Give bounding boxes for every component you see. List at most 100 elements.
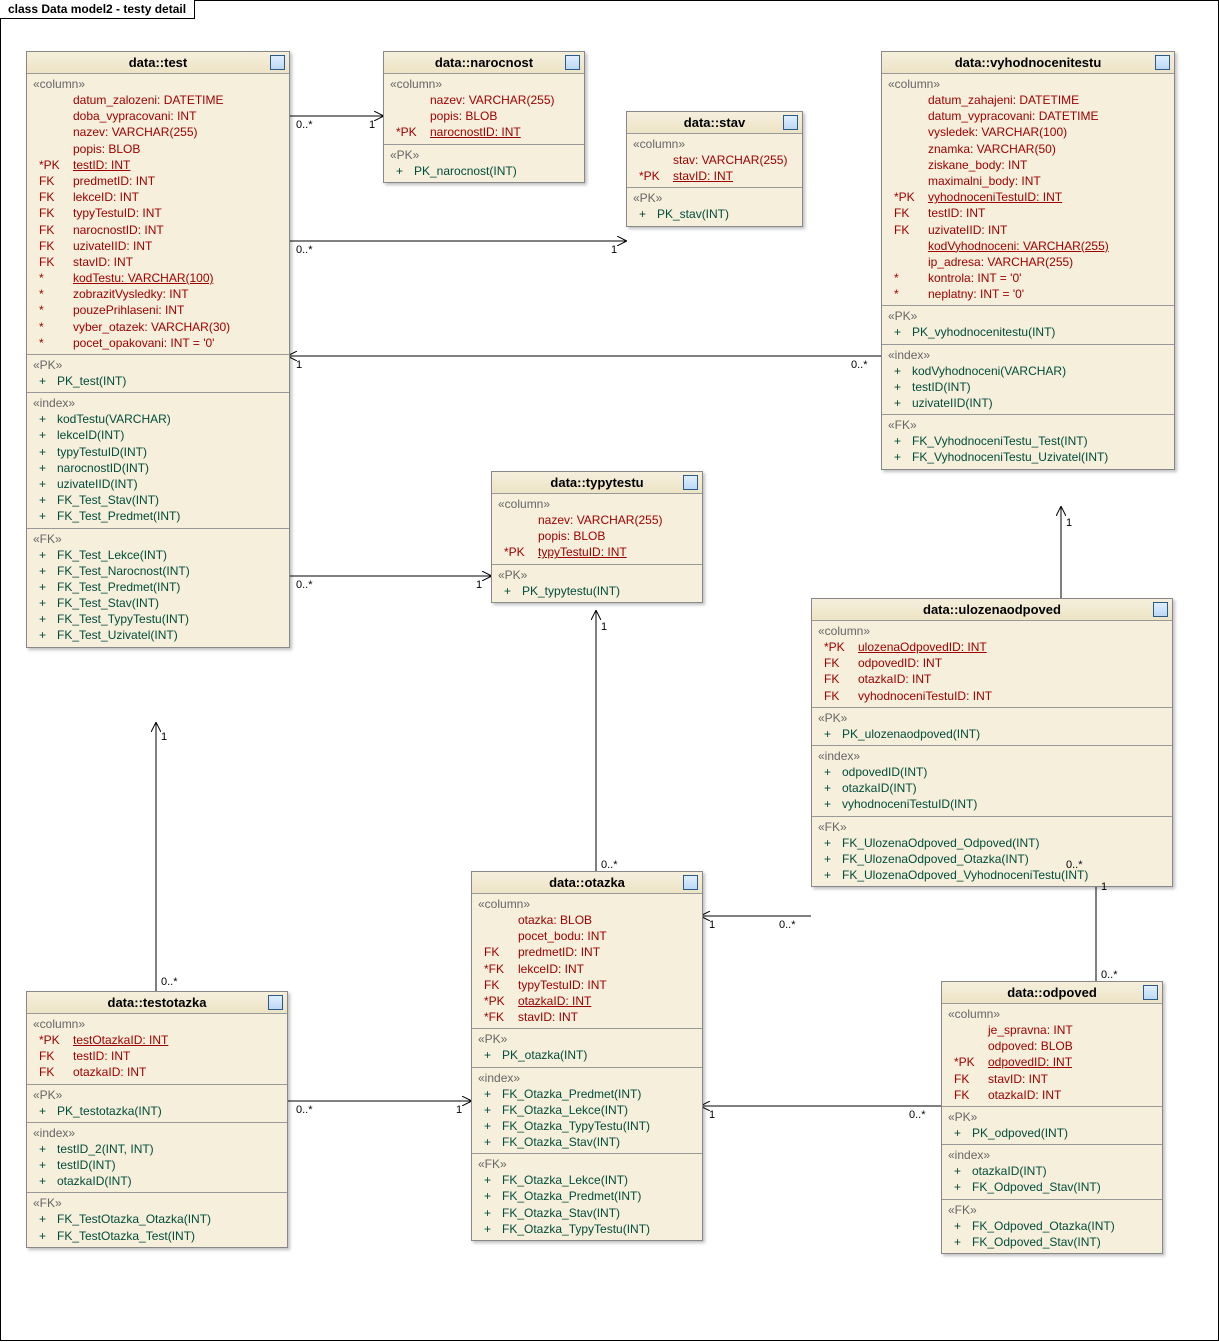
- index-compartment: «index»+kodTestu(VARCHAR)+lekceID(INT)+t…: [27, 393, 289, 528]
- column-row: FKpredmetID: INT: [31, 173, 285, 189]
- operation-row: +PK_narocnost(INT): [388, 163, 580, 179]
- column-row: *PKnarocnostID: INT: [388, 124, 580, 140]
- column-row: *PKvyhodnoceniTestuID: INT: [886, 189, 1170, 205]
- multiplicity-label: 0..*: [779, 919, 796, 931]
- class-header: data::vyhodnocenitestu: [882, 52, 1174, 74]
- operation-row: +testID(INT): [31, 1157, 283, 1173]
- fk-compartment: «FK»+FK_Otazka_Lekce(INT)+FK_Otazka_Pred…: [472, 1154, 702, 1240]
- columns-compartment: «column»nazev: VARCHAR(255)popis: BLOB*P…: [492, 494, 702, 565]
- multiplicity-label: 0..*: [296, 1104, 313, 1116]
- column-row: *PKtypyTestuID: INT: [496, 544, 698, 560]
- class-vyhodnocenitestu: data::vyhodnocenitestu«column»datum_zaha…: [881, 51, 1175, 470]
- class-header: data::testotazka: [27, 992, 287, 1014]
- pk-compartment: «PK»+PK_otazka(INT): [472, 1029, 702, 1067]
- class-otazka: data::otazka«column»otazka: BLOBpocet_bo…: [471, 871, 703, 1241]
- multiplicity-label: 0..*: [909, 1109, 926, 1121]
- class-header: data::typytestu: [492, 472, 702, 494]
- pk-compartment: «PK»+PK_typytestu(INT): [492, 565, 702, 602]
- multiplicity-label: 0..*: [601, 859, 618, 871]
- column-row: otazka: BLOB: [476, 912, 698, 928]
- fk-compartment: «FK»+FK_Test_Lekce(INT)+FK_Test_Narocnos…: [27, 529, 289, 647]
- column-row: popis: BLOB: [496, 528, 698, 544]
- operation-row: +otazkaID(INT): [816, 780, 1168, 796]
- column-row: doba_vypracovani: INT: [31, 108, 285, 124]
- class-header: data::test: [27, 52, 289, 74]
- operation-row: +PK_vyhodnocenitestu(INT): [886, 324, 1170, 340]
- column-row: *PKstavID: INT: [631, 168, 798, 184]
- fk-compartment: «FK»+FK_UlozenaOdpoved_Odpoved(INT)+FK_U…: [812, 817, 1172, 887]
- pk-compartment: «PK»+PK_odpoved(INT): [942, 1107, 1162, 1145]
- index-compartment: «index»+kodVyhodnoceni(VARCHAR)+testID(I…: [882, 345, 1174, 416]
- operation-row: +FK_Test_Stav(INT): [31, 595, 285, 611]
- class-icon: [270, 55, 285, 70]
- operation-row: +FK_Test_Stav(INT): [31, 492, 285, 508]
- multiplicity-label: 0..*: [1066, 859, 1083, 871]
- multiplicity-label: 0..*: [851, 359, 868, 371]
- columns-compartment: «column»nazev: VARCHAR(255)popis: BLOB*P…: [384, 74, 584, 145]
- column-row: kodVyhodnoceni: VARCHAR(255): [886, 238, 1170, 254]
- class-icon: [683, 475, 698, 490]
- operation-row: +FK_TestOtazka_Otazka(INT): [31, 1211, 283, 1227]
- operation-row: +testID(INT): [886, 379, 1170, 395]
- class-testotazka: data::testotazka«column»*PKtestOtazkaID:…: [26, 991, 288, 1248]
- operation-row: +PK_otazka(INT): [476, 1047, 698, 1063]
- column-row: popis: BLOB: [388, 108, 580, 124]
- fk-compartment: «FK»+FK_TestOtazka_Otazka(INT)+FK_TestOt…: [27, 1193, 287, 1246]
- column-row: *PKtestOtazkaID: INT: [31, 1032, 283, 1048]
- columns-compartment: «column»*PKulozenaOdpovedID: INTFKodpove…: [812, 621, 1172, 708]
- column-row: FKstavID: INT: [31, 254, 285, 270]
- column-row: ziskane_body: INT: [886, 157, 1170, 173]
- class-icon: [683, 875, 698, 890]
- class-header: data::odpoved: [942, 982, 1162, 1004]
- class-stav: data::stav«column»stav: VARCHAR(255)*PKs…: [626, 111, 803, 227]
- column-row: FKtestID: INT: [31, 1048, 283, 1064]
- multiplicity-label: 0..*: [296, 244, 313, 256]
- class-typytestu: data::typytestu«column»nazev: VARCHAR(25…: [491, 471, 703, 603]
- pk-compartment: «PK»+PK_ulozenaodpoved(INT): [812, 708, 1172, 746]
- class-icon: [565, 55, 580, 70]
- column-row: FKotazkaID: INT: [816, 671, 1168, 687]
- column-row: vysledek: VARCHAR(100): [886, 124, 1170, 140]
- operation-row: +FK_UlozenaOdpoved_Otazka(INT): [816, 851, 1168, 867]
- class-header: data::narocnost: [384, 52, 584, 74]
- columns-compartment: «column»datum_zahajeni: DATETIMEdatum_vy…: [882, 74, 1174, 306]
- operation-row: +FK_Odpoved_Stav(INT): [946, 1179, 1158, 1195]
- column-row: *PKotazkaID: INT: [476, 993, 698, 1009]
- column-row: FKotazkaID: INT: [31, 1064, 283, 1080]
- operation-row: +narocnostID(INT): [31, 460, 285, 476]
- multiplicity-label: 1: [161, 731, 167, 743]
- class-odpoved: data::odpoved«column»je_spravna: INTodpo…: [941, 981, 1163, 1254]
- multiplicity-label: 0..*: [1101, 969, 1118, 981]
- operation-row: +FK_Otazka_Stav(INT): [476, 1134, 698, 1150]
- multiplicity-label: 1: [369, 119, 375, 131]
- column-row: FKpredmetID: INT: [476, 944, 698, 960]
- operation-row: +FK_TestOtazka_Test(INT): [31, 1228, 283, 1244]
- operation-row: +FK_Otazka_TypyTestu(INT): [476, 1118, 698, 1134]
- column-row: datum_zalozeni: DATETIME: [31, 92, 285, 108]
- index-compartment: «index»+otazkaID(INT)+FK_Odpoved_Stav(IN…: [942, 1145, 1162, 1199]
- operation-row: +PK_stav(INT): [631, 206, 798, 222]
- columns-compartment: «column»stav: VARCHAR(255)*PKstavID: INT: [627, 134, 802, 188]
- columns-compartment: «column»otazka: BLOBpocet_bodu: INTFKpre…: [472, 894, 702, 1029]
- operation-row: +vyhodnoceniTestuID(INT): [816, 796, 1168, 812]
- multiplicity-label: 0..*: [296, 579, 313, 591]
- column-row: *FKstavID: INT: [476, 1009, 698, 1025]
- column-row: FKtypyTestuID: INT: [31, 205, 285, 221]
- index-compartment: «index»+odpovedID(INT)+otazkaID(INT)+vyh…: [812, 746, 1172, 817]
- class-header: data::ulozenaodpoved: [812, 599, 1172, 621]
- multiplicity-label: 1: [1101, 881, 1107, 893]
- multiplicity-label: 0..*: [161, 976, 178, 988]
- operation-row: +FK_Test_TypyTestu(INT): [31, 611, 285, 627]
- class-ulozenaodpoved: data::ulozenaodpoved«column»*PKulozenaOd…: [811, 598, 1173, 887]
- column-row: *vyber_otazek: VARCHAR(30): [31, 319, 285, 335]
- operation-row: +uzivateIID(INT): [31, 476, 285, 492]
- operation-row: +FK_Test_Lekce(INT): [31, 547, 285, 563]
- column-row: popis: BLOB: [31, 141, 285, 157]
- column-row: *neplatny: INT = '0': [886, 286, 1170, 302]
- operation-row: +PK_test(INT): [31, 373, 285, 389]
- operation-row: +FK_Test_Narocnost(INT): [31, 563, 285, 579]
- column-row: nazev: VARCHAR(255): [388, 92, 580, 108]
- operation-row: +FK_VyhodnoceniTestu_Test(INT): [886, 433, 1170, 449]
- column-row: nazev: VARCHAR(255): [496, 512, 698, 528]
- pk-compartment: «PK»+PK_stav(INT): [627, 188, 802, 225]
